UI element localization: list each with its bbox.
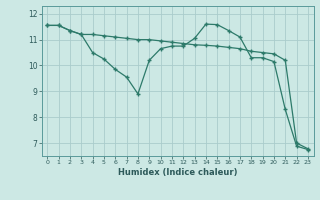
X-axis label: Humidex (Indice chaleur): Humidex (Indice chaleur)	[118, 168, 237, 177]
